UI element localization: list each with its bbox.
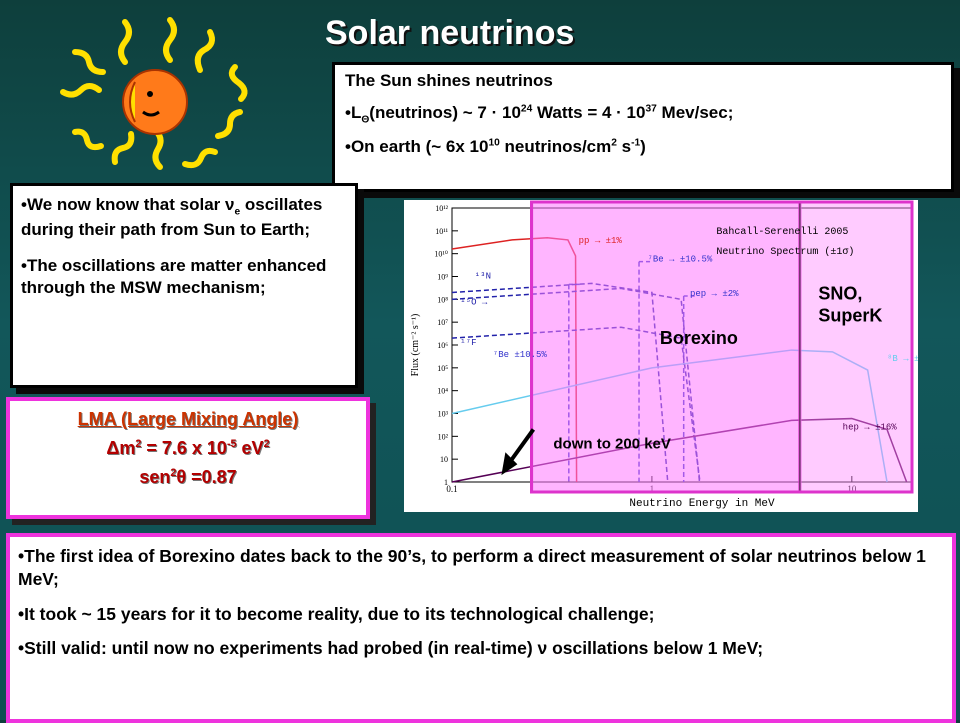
y-tick-label: 10⁴	[437, 387, 448, 396]
lma-title: LMA (Large Mixing Angle)	[77, 409, 299, 429]
series-pep-label: pep → ±2%	[690, 289, 739, 299]
y-tick-label: 10⁶	[437, 341, 448, 350]
mass-difference: Δm2 = 7.6 x 10-5 eV2	[106, 438, 270, 458]
oscillation-box: •We now know that solar νe oscillates du…	[10, 183, 358, 388]
regions-outline	[530, 200, 914, 494]
y-tick-label: 10¹²	[435, 204, 448, 213]
annotation-text: down to 200 keV	[553, 435, 671, 452]
y-tick-label: 1	[444, 478, 448, 487]
series-pp-label: pp → ±1%	[579, 236, 623, 246]
sun-output-box: The Sun shines neutrinos •LΘ(neutrinos) …	[332, 62, 954, 192]
oscillation-point: •We now know that solar νe oscillates du…	[21, 195, 323, 239]
history-point-3: •Still valid: until now no experiments h…	[18, 638, 764, 659]
annotation-arrowhead	[501, 452, 518, 476]
series-17F-label: ¹⁷F	[460, 338, 476, 348]
series-7Be-label: ⁷Be → ±10.5%	[647, 255, 712, 265]
region-1	[799, 201, 913, 493]
earth-flux-line: •On earth (~ 6x 1010 neutrinos/cm2 s-1)	[345, 137, 646, 157]
series-8B-label: ⁸B → ±16%	[887, 354, 918, 364]
history-point-1: •The first idea of Borexino dates back t…	[18, 546, 926, 589]
series-13N-label: ¹³N	[475, 272, 491, 282]
y-tick-label: 10⁵	[437, 364, 448, 373]
y-tick-label: 10⁹	[437, 273, 448, 282]
x-tick-label: 10	[847, 484, 857, 494]
chart-title: Bahcall-Serenelli 2005	[716, 226, 848, 238]
y-axis-label: Flux (cm⁻² s⁻¹)	[410, 314, 421, 377]
mixing-angle: sen2θ =0.87	[139, 467, 237, 487]
region-label-sno-superk-0: SNO,	[818, 283, 862, 303]
y-tick-label: 10²	[438, 432, 449, 441]
y-tick-label: 10³	[438, 410, 449, 419]
page-title: Solar neutrinos	[325, 14, 575, 52]
chart-subtitle: Neutrino Spectrum (±1σ)	[716, 246, 854, 258]
region-label-sno-superk-1: SuperK	[818, 305, 882, 325]
lma-box: LMA (Large Mixing Angle) Δm2 = 7.6 x 10-…	[6, 397, 370, 519]
series-15O-label: ¹⁵O →	[460, 297, 488, 307]
y-tick-label: 10⁷	[437, 318, 448, 327]
y-tick-label: 10	[440, 455, 448, 464]
x-tick-label: 0.1	[446, 484, 457, 494]
y-tick-label: 10⁸	[437, 295, 448, 304]
luminosity-line: •LΘ(neutrinos) ~ 7 · 1024 Watts = 4 · 10…	[345, 103, 734, 126]
series-hep-label: hep → ±16%	[843, 422, 898, 432]
series-7Be_low-label: ⁷Be ±10.5%	[493, 350, 548, 360]
y-tick-label: 10¹¹	[435, 227, 448, 236]
x-axis-label: Neutrino Energy in MeV	[629, 498, 775, 510]
y-tick-label: 10¹⁰	[434, 250, 448, 259]
region-label-borexino: Borexino	[660, 328, 738, 348]
msw-point: •The oscillations are matter enhanced th…	[21, 255, 327, 297]
sun-line: The Sun shines neutrinos	[345, 71, 553, 90]
sun-icon	[60, 17, 248, 170]
neutrino-spectrum-chart: 1 10 10² 10³ 10⁴ 10⁵ 10⁶ 10⁷ 10⁸ 10⁹ 10¹⁰ 10¹¹ 10¹² 0…	[404, 200, 918, 512]
history-point-2: •It took ~ 15 years for it to become rea…	[18, 603, 655, 624]
borexino-history-box: •The first idea of Borexino dates back t…	[6, 533, 956, 723]
